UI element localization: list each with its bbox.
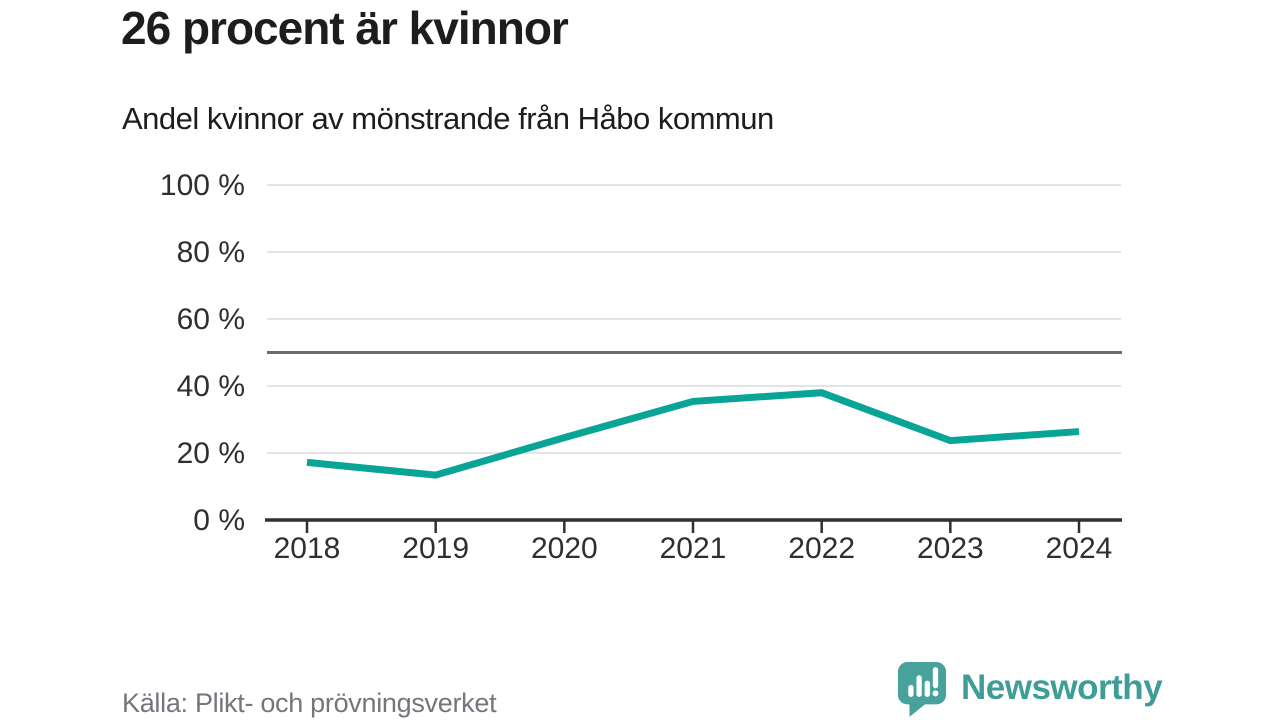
y-tick-label: 0 % bbox=[193, 504, 245, 537]
x-tick-label: 2019 bbox=[402, 532, 469, 565]
newsworthy-logo: Newsworthy bbox=[896, 660, 1163, 718]
newsworthy-logo-icon bbox=[897, 662, 947, 717]
y-tick-label: 100 % bbox=[160, 169, 245, 202]
x-tick-label: 2021 bbox=[660, 532, 727, 565]
source-note: Källa: Plikt- och prövningsverket bbox=[122, 688, 497, 718]
y-tick-label: 20 % bbox=[177, 437, 245, 470]
x-tick-label: 2018 bbox=[274, 532, 341, 565]
x-tick-label: 2020 bbox=[531, 532, 598, 565]
x-tick-label: 2022 bbox=[788, 532, 855, 565]
chart-subtitle: Andel kvinnor av mönstrande från Håbo ko… bbox=[122, 101, 774, 136]
line-chart: 2018 2019 2020 2021 2022 2023 2024 0 % 20 % 40 % 6… bbox=[160, 169, 1122, 565]
logo-bubble-shape bbox=[897, 662, 947, 717]
newsworthy-logo-text: Newsworthy bbox=[961, 667, 1163, 707]
y-tick-label: 40 % bbox=[177, 370, 245, 403]
logo-exclamation-dot bbox=[932, 690, 939, 697]
chart-title: 26 procent är kvinnor bbox=[121, 2, 569, 54]
logo-bars-icon bbox=[908, 667, 939, 697]
y-tick-label: 60 % bbox=[177, 303, 245, 336]
x-tick-label: 2024 bbox=[1046, 532, 1113, 565]
y-tick-label: 80 % bbox=[177, 236, 245, 269]
data-line-series bbox=[306, 389, 1080, 479]
x-tick-label: 2023 bbox=[917, 532, 984, 565]
